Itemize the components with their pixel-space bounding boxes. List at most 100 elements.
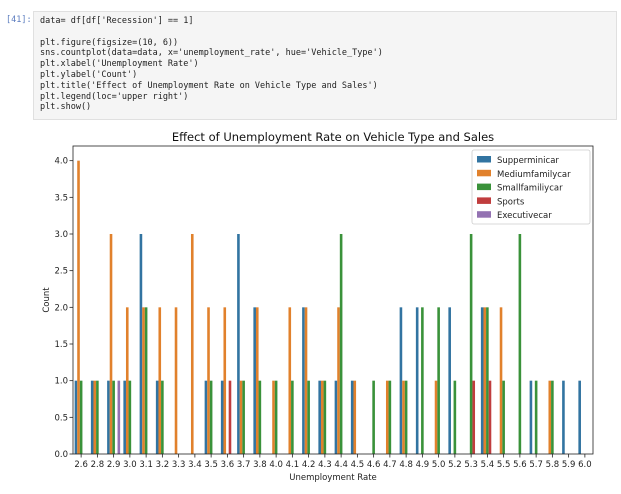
x-tick-label: 2.9 <box>107 460 121 470</box>
code-line: plt.legend(loc='upper right') <box>40 91 189 102</box>
y-tick-label: 3.5 <box>54 193 68 203</box>
bar <box>74 380 78 454</box>
bar <box>562 380 565 454</box>
bar <box>448 307 451 454</box>
x-tick-label: 5.5 <box>497 460 511 470</box>
bar <box>339 234 343 454</box>
bar <box>190 234 194 454</box>
x-tick-label: 4.4 <box>334 460 348 470</box>
bar <box>499 307 503 454</box>
bar <box>415 307 419 454</box>
x-tick-label: 3.6 <box>221 460 235 470</box>
bar <box>480 307 484 454</box>
bar <box>90 380 94 454</box>
bar <box>242 380 245 454</box>
bar <box>350 380 354 454</box>
code-line: plt.show() <box>40 102 92 113</box>
bar <box>399 307 403 454</box>
bar <box>123 380 126 454</box>
bar <box>372 380 375 454</box>
bar <box>93 380 97 454</box>
x-tick-label: 5.0 <box>432 460 446 470</box>
y-tick-label: 2.5 <box>54 267 68 277</box>
code-line: data= df[df['Recession'] == 1] <box>40 16 194 26</box>
bar <box>337 307 340 454</box>
bar <box>204 380 208 454</box>
x-tick-label: 5.3 <box>464 460 478 470</box>
y-tick-label: 4.0 <box>54 157 68 167</box>
bar <box>453 380 457 454</box>
x-tick-label: 3.2 <box>156 460 170 470</box>
code-line: plt.figure(figsize=(10, 6)) <box>40 37 179 48</box>
x-tick-label: 3.3 <box>172 460 186 470</box>
x-tick-label: 4.5 <box>351 460 365 470</box>
x-tick-label: 6.0 <box>578 460 592 470</box>
x-tick-label: 4.7 <box>383 460 397 470</box>
x-tick-label: 5.8 <box>546 460 560 470</box>
x-tick-label: 5.9 <box>562 460 576 470</box>
code-line: plt.xlabel('Unemployment Rate') <box>40 59 199 70</box>
bar <box>96 380 99 454</box>
bar <box>255 307 259 454</box>
bar <box>107 380 110 454</box>
bar <box>437 307 440 454</box>
x-tick-label: 3.8 <box>253 460 267 470</box>
legend-swatch <box>477 169 491 177</box>
bar <box>228 380 232 454</box>
bar <box>77 160 80 455</box>
x-tick-label: 3.0 <box>123 460 137 470</box>
code-line: plt.title('Effect of Unemployment Rate o… <box>40 80 378 91</box>
legend-label: Executivecar <box>497 211 552 221</box>
bar <box>139 234 143 454</box>
bar <box>320 380 324 454</box>
bar <box>220 380 224 454</box>
bar <box>318 380 321 454</box>
x-tick-label: 4.9 <box>416 460 430 470</box>
bar <box>142 307 145 454</box>
bar <box>302 307 305 454</box>
plot-frame <box>72 145 594 455</box>
x-tick-label: 4.1 <box>286 460 300 470</box>
bar <box>237 234 240 454</box>
code-line: sns.countplot(data=data, x='unemployment… <box>40 48 383 59</box>
x-tick-label: 4.6 <box>367 460 381 470</box>
bar <box>502 380 505 454</box>
y-tick-label: 0.5 <box>54 413 68 423</box>
y-tick-label: 1.5 <box>54 340 68 350</box>
x-tick-label: 4.3 <box>318 460 332 470</box>
bar <box>404 380 408 454</box>
x-tick-label: 5.2 <box>448 460 462 470</box>
bar <box>109 234 113 454</box>
bar <box>161 380 164 454</box>
y-tick-label: 0.0 <box>54 450 68 460</box>
legend-label: Sports <box>497 197 525 207</box>
bar <box>209 380 213 454</box>
bar <box>434 380 438 454</box>
bar <box>125 307 129 454</box>
bar <box>578 380 581 454</box>
legend-box <box>471 149 591 225</box>
bar <box>529 380 533 454</box>
legend-swatch <box>477 197 491 204</box>
x-tick-label: 3.4 <box>188 460 202 470</box>
x-tick-label: 4.0 <box>269 460 283 470</box>
bar <box>388 380 392 454</box>
bar <box>385 380 389 454</box>
x-tick-label: 5.6 <box>513 460 527 470</box>
bar <box>402 380 405 454</box>
x-axis-label: Unemployment Rate <box>289 473 377 483</box>
bar <box>79 380 83 454</box>
legend-swatch <box>477 156 491 163</box>
bar <box>128 380 132 454</box>
y-axis-label: Count <box>42 287 52 313</box>
legend-label: Supperminicar <box>497 156 559 166</box>
x-tick-label: 3.5 <box>204 460 218 470</box>
code-editor[interactable]: data= df[df['Recession'] == 1] plt.figure… <box>33 11 617 120</box>
bar <box>117 380 121 454</box>
y-tick-label: 2.0 <box>54 303 68 313</box>
bar <box>112 380 115 454</box>
bar <box>253 307 256 454</box>
bar <box>291 380 294 454</box>
x-tick-label: 2.8 <box>91 460 105 470</box>
